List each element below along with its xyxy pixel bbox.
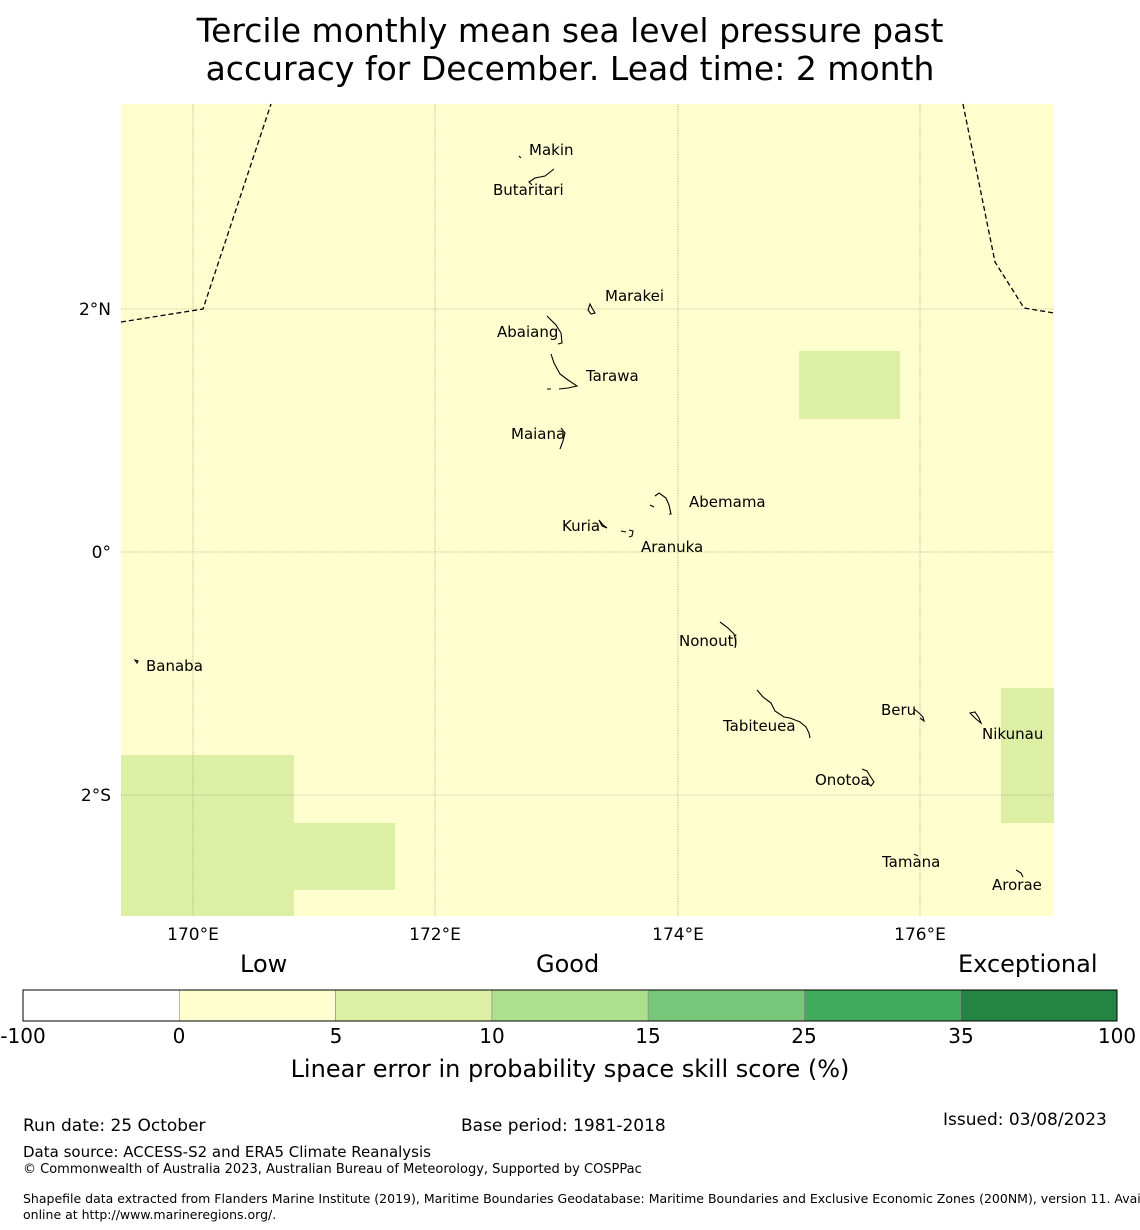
- island-label-banaba: Banaba: [146, 657, 203, 675]
- island-labels: Makin Butaritari Marakei Abaiang Tarawa …: [146, 141, 1043, 894]
- gridlines: [121, 104, 1054, 916]
- colorbar-tick-0: 0: [172, 1024, 186, 1048]
- island-outline-maiana: [559, 427, 566, 450]
- colorbar-bin-35-100: [960, 989, 1118, 1022]
- y-tick-0: 0°: [92, 543, 111, 563]
- island-label-abaiang: Abaiang: [497, 323, 558, 341]
- island-outline-marakei: [587, 302, 596, 315]
- island-label-nikunau: Nikunau: [982, 725, 1043, 743]
- category-exceptional: Exceptional: [958, 950, 1098, 978]
- island-outline-abaiang: [546, 315, 563, 345]
- colorbar-bin-10-15: [491, 989, 649, 1022]
- island-label-butaritari: Butaritari: [493, 181, 564, 199]
- colorbar-tick-neg100: -100: [0, 1024, 46, 1048]
- y-tick-2n: 2°N: [79, 300, 111, 320]
- island-outline-aranuka: [620, 529, 634, 538]
- colorbar-bin-25-35: [804, 989, 962, 1022]
- colorbar-tick-15: 15: [635, 1024, 661, 1048]
- island-label-kuria: Kuria: [562, 517, 600, 535]
- x-tick-176e: 176°E: [894, 925, 946, 945]
- shapefile-credit-line-2: online at http://www.marineregions.org/.: [23, 1207, 277, 1222]
- island-outline-nonouti: [719, 621, 737, 649]
- colorbar-bin-5-10: [335, 989, 493, 1022]
- island-outlines: [133, 155, 1024, 878]
- patch-west-southwest: [121, 755, 294, 916]
- island-outline-beru: [913, 708, 925, 723]
- colorbar-tick-100: 100: [1097, 1024, 1137, 1048]
- data-source: Data source: ACCESS-S2 and ERA5 Climate …: [23, 1143, 431, 1161]
- colorbar-bin-0-5: [179, 989, 336, 1022]
- eez-boundaries: [120, 103, 1055, 323]
- island-outline-tamana: [913, 853, 919, 857]
- eez-boundary-east: [962, 103, 1055, 314]
- issued-date: Issued: 03/08/2023: [943, 1110, 1107, 1130]
- island-label-beru: Beru: [881, 701, 916, 719]
- x-tick-172e: 172°E: [409, 925, 461, 945]
- copyright: © Commonwealth of Australia 2023, Austra…: [23, 1162, 642, 1177]
- island-label-aranuka: Aranuka: [641, 538, 703, 556]
- shapefile-credit-line-1: Shapefile data extracted from Flanders M…: [23, 1191, 1140, 1206]
- patch-far-east: [1001, 688, 1054, 823]
- colorbar: [22, 989, 1118, 1022]
- colorbar-bin-neg100-0: [22, 989, 180, 1022]
- island-outline-arorae: [1015, 869, 1024, 878]
- colorbar-tick-35: 35: [948, 1024, 974, 1048]
- run-date: Run date: 25 October: [23, 1116, 206, 1136]
- colorbar-tick-5: 5: [329, 1024, 343, 1048]
- map-figure: Makin Butaritari Marakei Abaiang Tarawa …: [22, 103, 1118, 1022]
- skill-patches: [121, 351, 1054, 916]
- eez-boundary-west: [120, 103, 272, 323]
- title-line-1: Tercile monthly mean sea level pressure …: [196, 11, 944, 50]
- island-outline-onotoa: [861, 768, 875, 787]
- x-tick-174e: 174°E: [652, 925, 704, 945]
- island-outline-makin: [518, 155, 522, 159]
- island-label-makin: Makin: [529, 141, 574, 159]
- island-label-marakei: Marakei: [605, 287, 664, 305]
- island-label-tabiteuea: Tabiteuea: [722, 717, 796, 735]
- patch-central-east: [799, 351, 900, 419]
- x-tick-170e: 170°E: [167, 925, 219, 945]
- patch-southwest-extension: [293, 823, 395, 890]
- island-outline-banaba: [133, 658, 139, 665]
- colorbar-tick-10: 10: [479, 1024, 505, 1048]
- y-tick-2s: 2°S: [81, 786, 111, 806]
- island-label-arorae: Arorae: [992, 876, 1042, 894]
- category-low: Low: [240, 950, 288, 978]
- island-outline-butaritari: [528, 168, 555, 186]
- colorbar-tick-25: 25: [791, 1024, 817, 1048]
- chart-title: Tercile monthly mean sea level pressure …: [0, 12, 1140, 88]
- colorbar-frame: [22, 989, 1118, 1022]
- island-label-maiana: Maiana: [511, 425, 565, 443]
- island-outline-tabiteuea: [756, 689, 811, 739]
- category-good: Good: [536, 950, 600, 978]
- island-outline-abemama: [649, 492, 672, 515]
- colorbar-label: Linear error in probability space skill …: [290, 1055, 850, 1083]
- island-outline-nikunau: [968, 711, 983, 725]
- title-line-2: accuracy for December. Lead time: 2 mont…: [205, 49, 935, 88]
- axis-tick-labels: 170°E 172°E 174°E 176°E 2°N 0° 2°S: [79, 300, 946, 945]
- island-label-onotoa: Onotoa: [815, 771, 870, 789]
- island-label-nonouti: Nonouti: [679, 632, 738, 650]
- island-label-abemama: Abemama: [689, 493, 766, 511]
- island-label-tamana: Tamana: [881, 853, 940, 871]
- base-period: Base period: 1981-2018: [461, 1116, 666, 1136]
- colorbar-bin-15-25: [647, 989, 805, 1022]
- island-outline-kuria: [598, 519, 608, 529]
- island-outline-tarawa: [547, 353, 579, 390]
- island-label-tarawa: Tarawa: [585, 367, 639, 385]
